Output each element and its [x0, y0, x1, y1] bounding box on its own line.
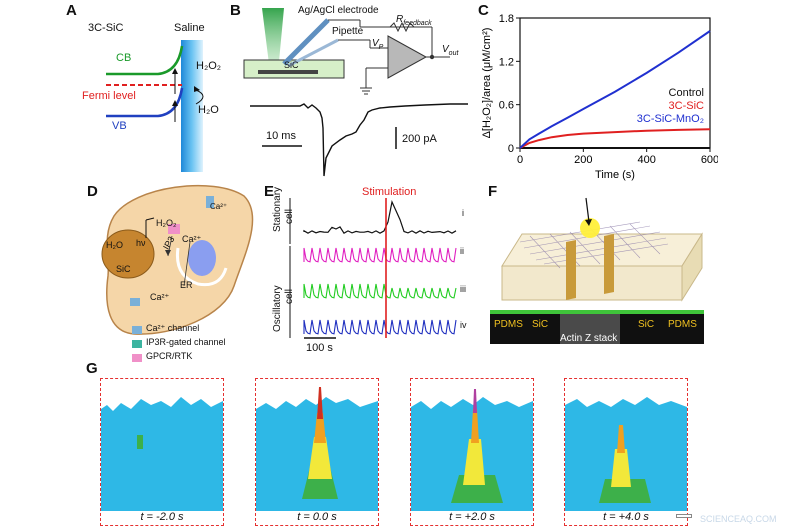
y-tick-label-1: 0.6: [499, 100, 514, 112]
x-tick-label-3: 600: [701, 154, 718, 166]
legend-gpcr: GPCR/RTK: [146, 351, 193, 361]
panel-label-a: A: [66, 2, 77, 19]
fermi-label: Fermi level: [82, 90, 136, 102]
legend-entry-0: Control: [669, 87, 704, 99]
y-tick-label-3: 1.8: [499, 13, 514, 25]
series-line-1: [519, 128, 711, 149]
calcium-trace-plot: [289, 198, 457, 339]
cb-label: CB: [116, 52, 132, 64]
x-axis-label: Time (s): [595, 169, 635, 181]
ca-label-2: Ca²⁺: [210, 202, 228, 211]
trace-label-i: i: [462, 208, 464, 218]
sic-substrate-label: SiC: [284, 60, 299, 70]
panel-a-band-diagram: 3C-SiC Saline CB Fermi level VB H₂O₂ H₂O: [78, 12, 228, 172]
y-tick-label-0: 0: [508, 143, 514, 155]
y-axis-label: Δ[H₂O₂]/area (μM/cm²): [481, 28, 493, 139]
g-frame-2: t = 0.0 s: [255, 378, 379, 526]
legend-entry-2: 3C-SiC-MnO₂: [637, 113, 704, 125]
panel-label-b: B: [230, 2, 241, 19]
g-frame-1: t = -2.0 s: [100, 378, 224, 526]
panel-d-cell-diagram: hν H₂O₂ H₂O SiC IP3 Ca²⁺ Ca²⁺ Ca²⁺ ER Ca…: [94, 176, 270, 366]
trace-oscillatory-3: [303, 319, 457, 335]
g-time-1: t = -2.0 s: [140, 511, 184, 523]
panel-label-d: D: [87, 183, 98, 200]
d-h2o2-label: H₂O₂: [156, 218, 177, 228]
ip3r-channel-icon: [132, 340, 142, 348]
ca-channel-icon: [132, 326, 142, 334]
sic-label-right: SiC: [638, 319, 655, 330]
oscillatory-label: Oscillatory: [272, 285, 283, 332]
trace-oscillatory-2: [303, 283, 457, 299]
hv-label: hν: [136, 238, 146, 248]
medium-label: Saline: [174, 22, 205, 34]
electrode-label: Ag/AgCl electrode: [298, 5, 379, 16]
panel-label-g: G: [86, 360, 98, 377]
trace-stationary: [303, 200, 457, 235]
h2o-label: H₂O: [198, 104, 219, 116]
x-tick-label-2: 400: [637, 154, 655, 166]
panel-label-e: E: [264, 183, 275, 200]
vb-label: VB: [112, 120, 127, 132]
panel-f-device: PDMS SiC SiC PDMS Actin Z stack: [490, 188, 710, 358]
trace-label-ii: ii: [460, 246, 464, 256]
g-frame-4: t = +4.0 s: [564, 378, 688, 526]
g-time-3: t = +2.0 s: [449, 511, 495, 523]
vp-label: VP: [372, 38, 384, 51]
trace-oscillatory-1: [303, 247, 457, 263]
time-scale-label: 10 ms: [266, 130, 296, 142]
ca-label-1: Ca²⁺: [182, 234, 202, 244]
watermark: SCIENCEAQ.COM: [700, 514, 777, 524]
g-time-4: t = +4.0 s: [603, 511, 649, 523]
rfeedback-label: Rfeedback: [396, 14, 432, 27]
g-time-2: t = 0.0 s: [297, 511, 337, 523]
er-label: ER: [180, 280, 193, 290]
series-line-2: [519, 30, 711, 149]
stationary-label: Stationary: [272, 186, 283, 232]
trace-label-iv: iv: [460, 320, 467, 330]
panel-label-f: F: [488, 183, 498, 200]
d-h2o-label: H₂O: [106, 240, 123, 250]
legend-ca-channel: Ca²⁺ channel: [146, 323, 200, 333]
legend-entry-1: 3C-SiC: [669, 100, 705, 112]
sic-label-left: SiC: [532, 319, 549, 330]
oscillatory-cell-label: cell: [284, 288, 295, 304]
panel-e-calcium-traces: Stimulation Stationary cell Oscillatory …: [270, 182, 482, 358]
e-time-scale: 100 s: [306, 342, 333, 354]
pdms-label-right: PDMS: [668, 319, 697, 330]
stationary-cell-label: cell: [284, 208, 295, 224]
panel-b-patch-clamp: Ag/AgCl electrode Pipette SiC Rfeedback …: [240, 0, 472, 178]
legend-ip3r: IP3R-gated channel: [146, 337, 226, 347]
panel-label-c: C: [478, 2, 489, 19]
x-tick-label-1: 200: [574, 154, 592, 166]
panel-c-chart: 0 200 400 600 0 0.6 1.2 1.8 Time (s) Δ[H₂O₂]/area…: [478, 4, 719, 182]
actin-stack-label: Actin Z stack: [560, 333, 618, 344]
g-frame-3: t = +2.0 s: [410, 378, 534, 526]
material-label: 3C-SiC: [88, 22, 124, 34]
ca-label-3: Ca²⁺: [150, 292, 170, 302]
d-sic-label: SiC: [116, 264, 131, 274]
h2o2-label: H₂O₂: [196, 60, 222, 72]
stimulation-label: Stimulation: [362, 186, 417, 198]
current-scale-label: 200 pA: [402, 133, 437, 145]
x-tick-label-0: 0: [517, 154, 523, 166]
pipette-label: Pipette: [332, 26, 364, 37]
trace-label-iii: iii: [460, 284, 466, 294]
gpcr-icon: [132, 354, 142, 362]
y-tick-label-2: 1.2: [499, 56, 514, 68]
vout-label: Vout: [442, 44, 459, 57]
g-scale-bar: [676, 514, 692, 518]
pdms-label-left: PDMS: [494, 319, 523, 330]
h2o2-chart: 0 200 400 600 0 0.6 1.2 1.8 Time (s) Δ[H₂O₂]/area…: [481, 13, 719, 181]
